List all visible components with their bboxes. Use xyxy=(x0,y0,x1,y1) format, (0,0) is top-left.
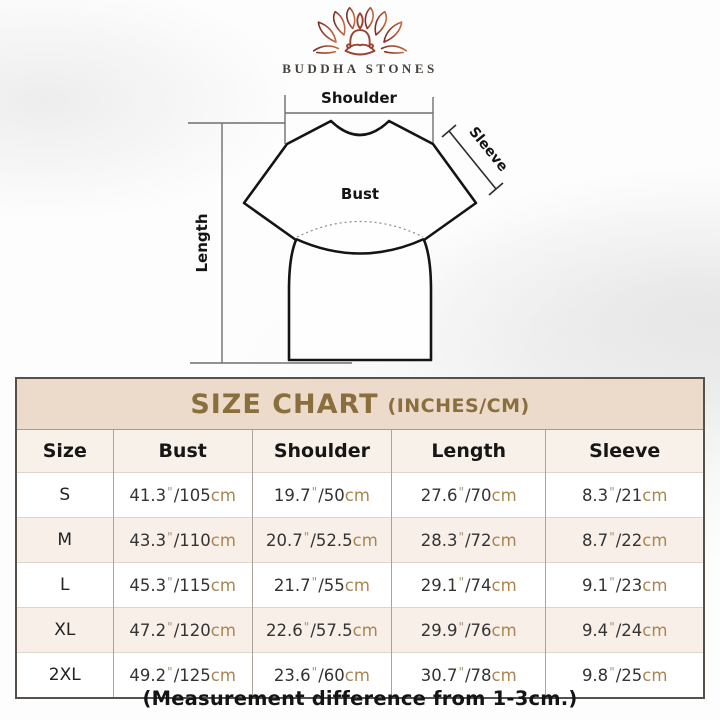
column-header-length: Length xyxy=(391,430,547,473)
column-header-bust: Bust xyxy=(113,430,253,473)
column-header-size: Size xyxy=(17,430,114,473)
column-header-shoulder: Shoulder xyxy=(252,430,393,473)
shoulder-cell: 21.7"/55cm xyxy=(252,562,393,608)
sleeve-cell: 9.1"/23cm xyxy=(545,562,703,608)
length-label: Length xyxy=(193,214,211,273)
shoulder-cell: 23.6"/60cm xyxy=(252,652,393,697)
table-row: XL 47.2"/120cm 22.6"/57.5cm 29.9"/76cm 9.4"/… xyxy=(17,607,703,653)
bust-cell: 49.2"/125cm xyxy=(113,652,253,697)
lotus-meditation-icon xyxy=(312,6,408,56)
size-cell: M xyxy=(17,517,114,563)
table-row: 2XL 49.2"/125cm 23.6"/60cm 30.7"/78cm 9.8"/2… xyxy=(17,652,703,697)
bust-cell: 41.3"/105cm xyxy=(113,472,253,518)
size-cell: XL xyxy=(17,607,114,653)
bust-label: Bust xyxy=(341,185,379,203)
size-table-header: Size Bust Shoulder Length Sleeve xyxy=(17,430,703,473)
size-cell: S xyxy=(17,472,114,518)
column-header-sleeve: Sleeve xyxy=(545,430,703,473)
length-cell: 27.6"/70cm xyxy=(391,472,547,518)
shoulder-cell: 20.7"/52.5cm xyxy=(252,517,393,563)
size-chart-title-text: SIZE CHART xyxy=(190,388,379,420)
shoulder-label: Shoulder xyxy=(321,89,398,107)
size-chart-title: SIZE CHART (INCHES/CM) xyxy=(17,379,703,430)
bust-line-dotted xyxy=(296,220,424,238)
sleeve-cell: 8.7"/22cm xyxy=(545,517,703,563)
sleeve-cell: 9.4"/24cm xyxy=(545,607,703,653)
size-cell: 2XL xyxy=(17,652,114,697)
size-chart-table: SIZE CHART (INCHES/CM) Size Bust Shoulde… xyxy=(15,377,705,699)
size-diagram: Shoulder Bust Length Sleeve xyxy=(188,89,511,364)
length-cell: 28.3"/72cm xyxy=(391,517,547,563)
brand-logo: BUDDHA STONES xyxy=(0,6,720,77)
size-cell: L xyxy=(17,562,114,608)
table-row: L 45.3"/115cm 21.7"/55cm 29.1"/74cm 9.1"/23c… xyxy=(17,562,703,608)
bust-cell: 47.2"/120cm xyxy=(113,607,253,653)
tshirt-outline xyxy=(242,119,478,362)
bust-cell: 45.3"/115cm xyxy=(113,562,253,608)
table-row: M 43.3"/110cm 20.7"/52.5cm 28.3"/72cm 8.7"/2… xyxy=(17,517,703,563)
length-cell: 29.9"/76cm xyxy=(391,607,547,653)
sleeve-label: Sleeve xyxy=(465,124,510,175)
brand-name: BUDDHA STONES xyxy=(282,61,438,76)
shoulder-cell: 19.7"/50cm xyxy=(252,472,393,518)
bust-line-solid xyxy=(295,237,425,255)
measurement-lines xyxy=(188,95,434,364)
bust-cell: 43.3"/110cm xyxy=(113,517,253,563)
table-row: S 41.3"/105cm 19.7"/50cm 27.6"/70cm 8.3"/21c… xyxy=(17,472,703,518)
length-cell: 30.7"/78cm xyxy=(391,652,547,697)
length-cell: 29.1"/74cm xyxy=(391,562,547,608)
sleeve-cell: 9.8"/25cm xyxy=(545,652,703,697)
sleeve-cell: 8.3"/21cm xyxy=(545,472,703,518)
shoulder-cell: 22.6"/57.5cm xyxy=(252,607,393,653)
size-chart-title-units: (INCHES/CM) xyxy=(387,395,530,417)
sleeve-measure-line xyxy=(441,124,504,196)
measurement-note: (Measurement difference from 1-3cm.) xyxy=(142,687,578,710)
size-table-body: S 41.3"/105cm 19.7"/50cm 27.6"/70cm 8.3"/21c… xyxy=(17,472,703,697)
